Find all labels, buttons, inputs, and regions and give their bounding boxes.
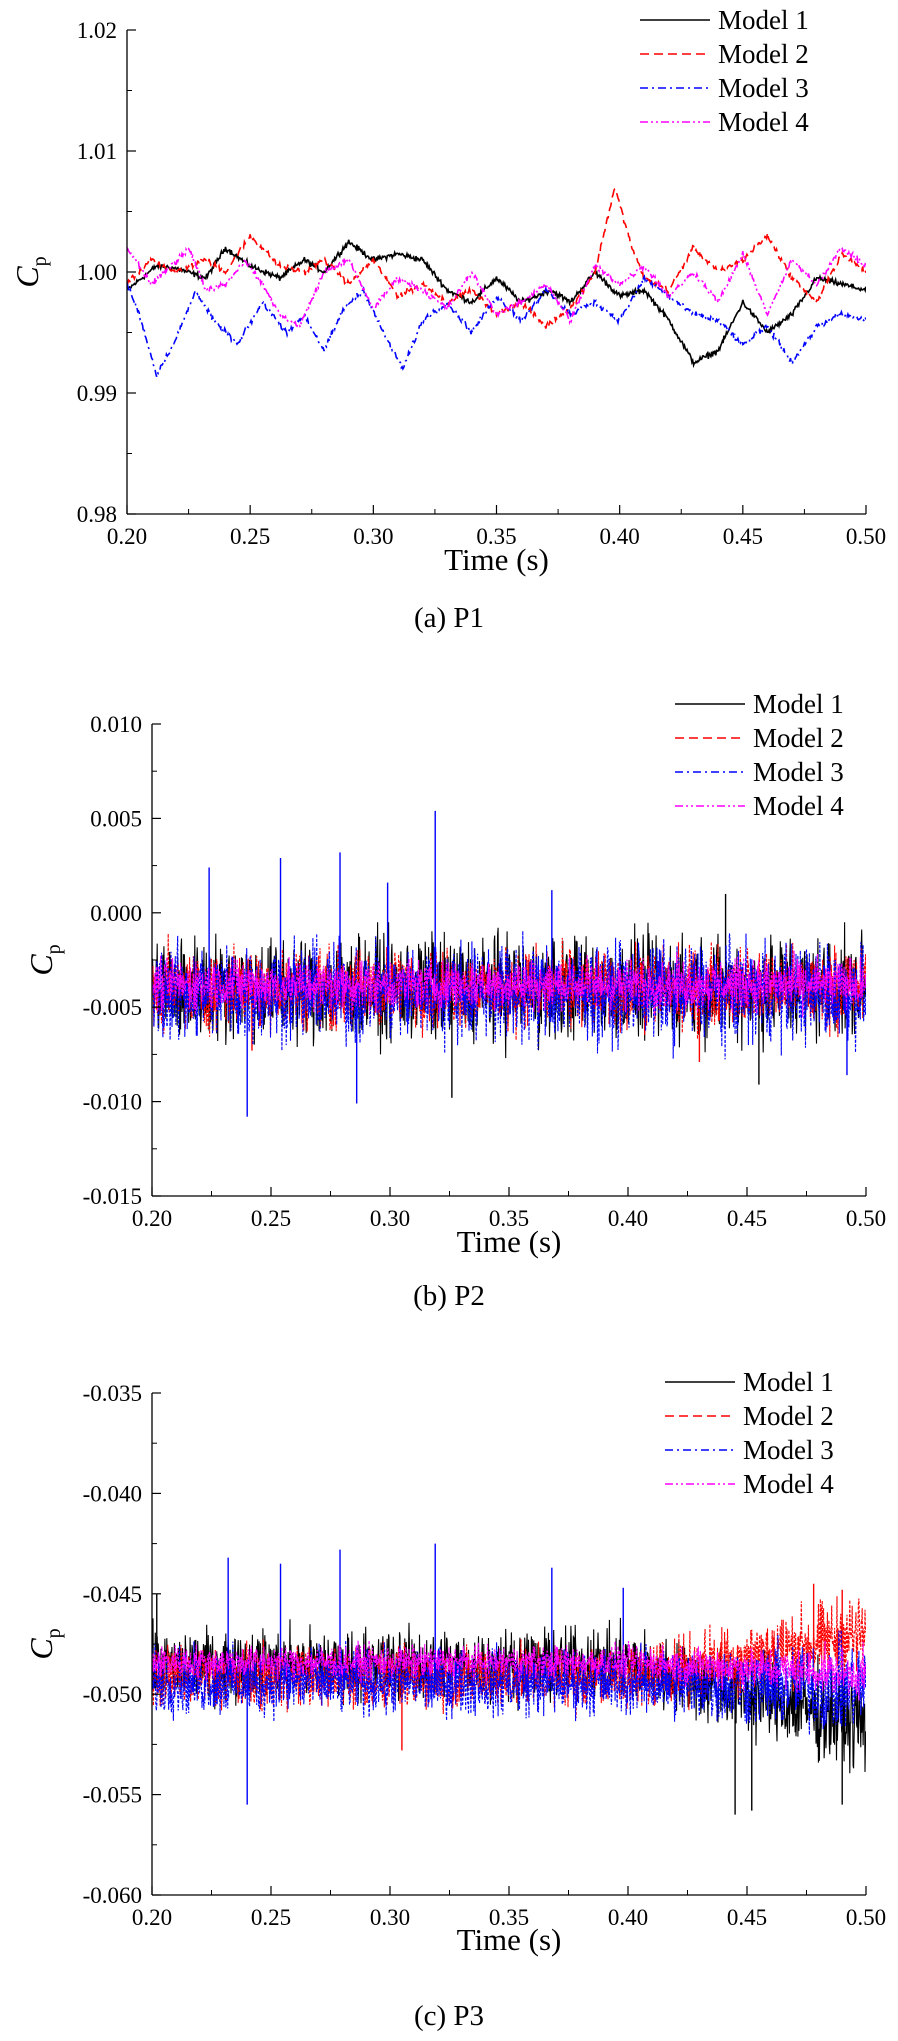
x-tick-label: 0.30 [370,1905,410,1930]
y-tick-label: -0.060 [83,1883,142,1908]
x-axis-label: Time (s) [444,542,549,577]
y-tick-label: 0.005 [90,806,142,831]
axes: 0.20 0.25 0.30 0.35 0.40 0.45 0.50 0.98 0.99 1.00… [77,18,886,549]
plot-area [152,810,866,1117]
plot-area [127,187,866,377]
legend-label-model-1: Model 1 [718,5,809,35]
x-tick-label: 0.45 [727,1206,767,1231]
y-tick-label: -0.015 [83,1184,142,1209]
x-tick-label: 0.20 [132,1905,172,1930]
legend-label-model-3: Model 3 [718,73,809,103]
y-tick-label: 1.01 [77,139,117,164]
chart-p3: 0.20 0.25 0.30 0.35 0.40 0.45 0.50 -0.060 -0.055… [23,1367,887,1957]
y-axis-label: Cp [9,256,51,287]
chart-panel-p1: 0.20 0.25 0.30 0.35 0.40 0.45 0.50 0.98 0.99 1.00… [0,0,898,680]
series-line-model-4 [127,246,866,330]
legend-label-model-2: Model 2 [753,723,844,753]
series-line-model-1 [127,239,866,369]
legend-label-model-3: Model 3 [753,757,844,787]
y-axis-label-sub: p [43,1628,65,1638]
x-tick-label: 0.40 [608,1206,648,1231]
axes: 0.20 0.25 0.30 0.35 0.40 0.45 0.50 -0.060 -0.055… [83,1381,887,1930]
y-axis-label-main: C [23,1638,59,1660]
y-tick-label: -0.055 [83,1783,142,1808]
y-tick-label: -0.010 [83,1090,142,1115]
legend: Model 1 Model 2 Model 3 Model 4 [675,689,844,821]
x-tick-label: 0.50 [846,524,886,549]
legend-label-model-2: Model 2 [718,39,809,69]
chart-p1: 0.20 0.25 0.30 0.35 0.40 0.45 0.50 0.98 0.99 1.00… [9,5,886,577]
x-tick-label: 0.25 [251,1905,291,1930]
legend-label-model-1: Model 1 [743,1367,834,1397]
y-tick-label: 0.010 [90,712,142,737]
y-tick-label: -0.050 [83,1682,142,1707]
chart-panel-p3: 0.20 0.25 0.30 0.35 0.40 0.45 0.50 -0.060 -0.055… [0,1360,898,2040]
x-tick-label: 0.25 [230,524,270,549]
x-tick-label: 0.35 [476,524,516,549]
y-axis-label: Cp [23,1628,65,1659]
y-tick-label: 1.00 [77,260,117,285]
y-tick-label: 0.98 [77,502,117,527]
legend-label-model-3: Model 3 [743,1435,834,1465]
legend-label-model-2: Model 2 [743,1401,834,1431]
y-axis-label-main: C [9,266,45,288]
series-line-model-4 [152,950,866,1018]
legend-label-model-4: Model 4 [718,107,809,137]
y-tick-label: -0.040 [83,1481,142,1506]
legend: Model 1 Model 2 Model 3 Model 4 [640,5,809,137]
y-axis-label-sub: p [43,944,65,954]
caption-p3: (c) P3 [413,2000,485,2032]
caption-p1: (a) P1 [413,602,485,634]
x-tick-label: 0.35 [489,1206,529,1231]
series-line-model-3 [152,931,866,1060]
y-axis-label-sub: p [29,256,51,266]
x-tick-label: 0.40 [608,1905,648,1930]
x-tick-label: 0.20 [107,524,147,549]
x-tick-label: 0.40 [600,524,640,549]
series-line-model-4 [152,1640,866,1701]
y-tick-label: 0.99 [77,381,117,406]
x-axis-label: Time (s) [457,1224,562,1259]
y-tick-label: -0.005 [83,995,142,1020]
x-tick-label: 0.20 [132,1206,172,1231]
y-tick-label: 1.02 [77,18,117,43]
caption-p2: (b) P2 [413,1280,485,1312]
x-tick-label: 0.30 [353,524,393,549]
legend: Model 1 Model 2 Model 3 Model 4 [665,1367,834,1499]
y-tick-label: -0.045 [83,1582,142,1607]
plot-area [152,1543,866,1815]
x-tick-label: 0.50 [846,1206,886,1231]
chart-panel-p2: 0.20 0.25 0.30 0.35 0.40 0.45 0.50 -0.015 -0.010… [0,680,898,1360]
y-tick-label: 0.000 [90,901,142,926]
x-tick-label: 0.45 [723,524,763,549]
y-axis-label-main: C [23,954,59,976]
x-axis-label: Time (s) [457,1922,562,1957]
y-tick-label: -0.035 [83,1381,142,1406]
x-tick-label: 0.30 [370,1206,410,1231]
x-tick-label: 0.50 [846,1905,886,1930]
legend-label-model-4: Model 4 [743,1469,834,1499]
x-tick-label: 0.45 [727,1905,767,1930]
chart-p2: 0.20 0.25 0.30 0.35 0.40 0.45 0.50 -0.015 -0.010… [23,689,887,1259]
legend-label-model-1: Model 1 [753,689,844,719]
legend-label-model-4: Model 4 [753,791,844,821]
y-axis-label: Cp [23,944,65,975]
series-line-model-2 [127,187,866,329]
x-tick-label: 0.25 [251,1206,291,1231]
series-line-model-3 [127,274,866,377]
x-tick-label: 0.35 [489,1905,529,1930]
axes: 0.20 0.25 0.30 0.35 0.40 0.45 0.50 -0.015 -0.010… [83,712,887,1231]
